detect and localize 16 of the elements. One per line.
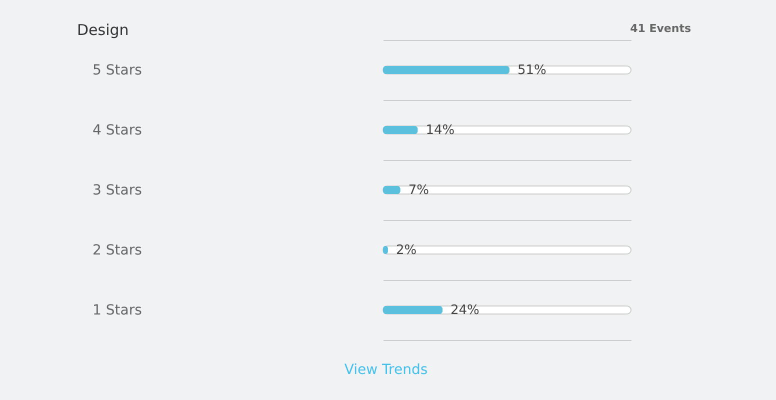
data-label: 51% (517, 63, 546, 78)
text: Design (77, 21, 129, 39)
y-tick-label: 3 Stars (92, 182, 142, 198)
text: View Trends (344, 362, 428, 378)
data-label: 2% (396, 243, 417, 258)
bar (383, 306, 443, 314)
y-tick-label: 4 Stars (92, 122, 142, 138)
y-tick-label: 5 Stars (92, 62, 142, 78)
y-tick-label: 2 Stars (92, 242, 142, 258)
text: 41 Events (630, 22, 692, 35)
data-label: 7% (408, 183, 429, 198)
bar (383, 186, 400, 194)
bar (383, 126, 418, 134)
data-label: 24% (450, 303, 480, 318)
y-tick-label: 1 Stars (92, 302, 142, 318)
data-label: 14% (426, 123, 455, 138)
